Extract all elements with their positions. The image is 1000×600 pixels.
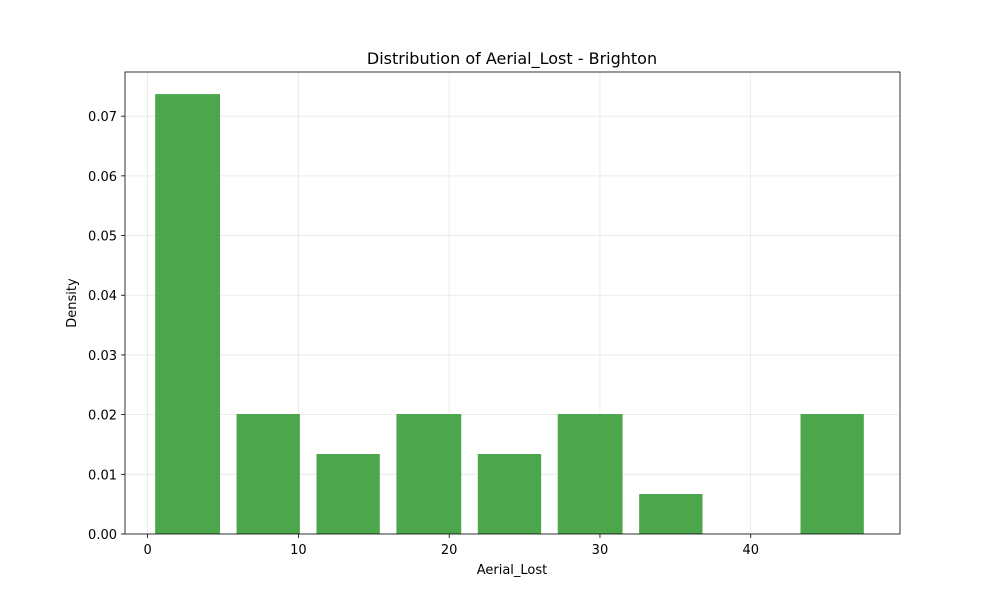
x-tick-label-1: 10 [290,543,307,558]
bar-6 [639,494,703,534]
histogram-bars [155,94,864,535]
x-tick-label-4: 40 [742,543,759,558]
x-tick-label-0: 0 [143,543,151,558]
y-tick-label-1: 0.01 [88,468,117,483]
bar-1 [236,414,300,534]
y-tick-label-2: 0.02 [88,409,117,424]
x-axis-label: Aerial_Lost [477,563,548,578]
y-tick-label-0: 0.00 [88,528,117,543]
bar-5 [557,414,623,534]
y-axis-ticks: 0.00 0.01 0.02 0.03 0.04 0.05 0.06 0.07 [88,110,125,543]
y-tick-label-7: 0.07 [88,110,117,125]
y-tick-label-3: 0.03 [88,349,117,364]
bar-0 [155,94,220,535]
bar-3 [396,414,462,534]
x-tick-label-2: 20 [441,543,458,558]
x-tick-label-3: 30 [592,543,609,558]
chart-title: Distribution of Aerial_Lost - Brighton [367,49,657,69]
y-tick-label-6: 0.06 [88,170,117,185]
bar-8 [800,414,864,534]
x-axis-ticks: 0 10 20 30 40 [143,534,759,558]
y-tick-label-4: 0.04 [88,289,117,304]
y-axis-label: Density [65,278,80,328]
bar-2 [316,454,380,534]
plot-frame [124,71,901,535]
bar-4 [477,454,542,534]
y-tick-label-5: 0.05 [88,230,117,245]
